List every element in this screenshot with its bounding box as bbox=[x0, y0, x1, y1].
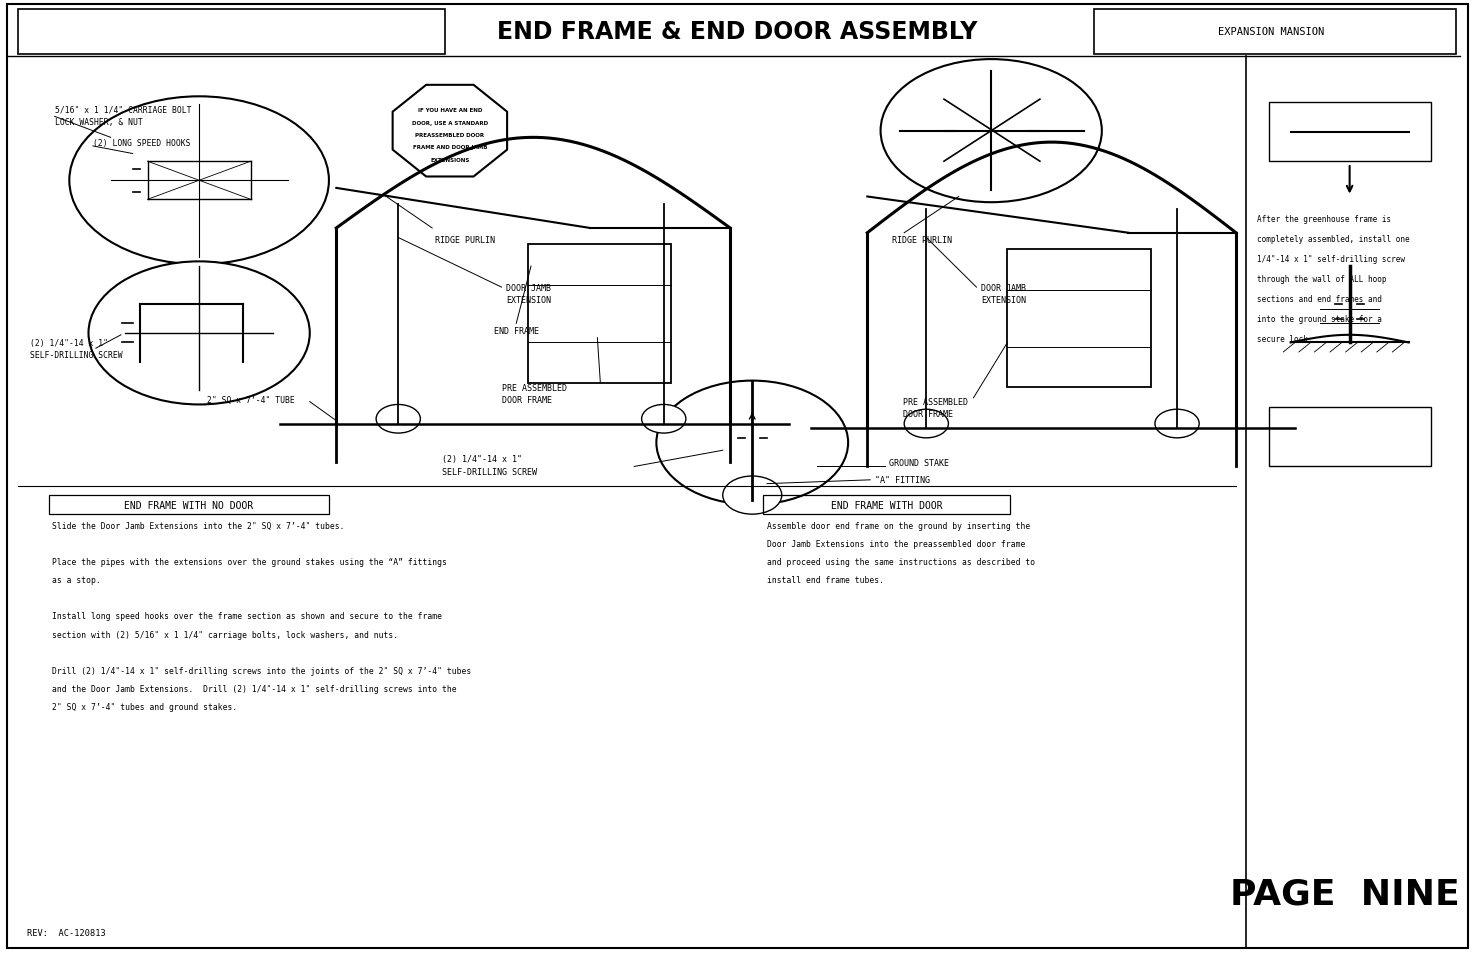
Text: through the wall of ALL hoop: through the wall of ALL hoop bbox=[1257, 274, 1386, 284]
Text: SELF-DRILLING SCREW: SELF-DRILLING SCREW bbox=[30, 351, 122, 360]
Text: END FRAME & END DOOR ASSEMBLY: END FRAME & END DOOR ASSEMBLY bbox=[497, 20, 978, 45]
Text: completely assembled, install one: completely assembled, install one bbox=[1257, 234, 1409, 244]
Text: END FRAME WITH DOOR: END FRAME WITH DOOR bbox=[830, 500, 943, 510]
Text: GROUND STAKE: GROUND STAKE bbox=[889, 458, 950, 468]
Text: PRE ASSEMBLED: PRE ASSEMBLED bbox=[903, 397, 968, 407]
Text: 2" SQ x 7’-4" tubes and ground stakes.: 2" SQ x 7’-4" tubes and ground stakes. bbox=[52, 702, 237, 711]
Text: LOCK WASHER, & NUT: LOCK WASHER, & NUT bbox=[55, 117, 142, 127]
Text: into the ground stake for a: into the ground stake for a bbox=[1257, 314, 1382, 324]
Text: sections and end frames and: sections and end frames and bbox=[1257, 294, 1382, 304]
Text: END FRAME WITH NO DOOR: END FRAME WITH NO DOOR bbox=[124, 500, 254, 510]
Circle shape bbox=[723, 476, 782, 515]
Text: RIDGE PURLIN: RIDGE PURLIN bbox=[435, 235, 496, 245]
Text: DOOR JAMB: DOOR JAMB bbox=[981, 283, 1027, 293]
Text: END FRAME: END FRAME bbox=[494, 326, 540, 335]
FancyBboxPatch shape bbox=[18, 10, 445, 55]
Text: and the Door Jamb Extensions.  Drill (2) 1/4"-14 x 1" self-drilling screws into : and the Door Jamb Extensions. Drill (2) … bbox=[52, 684, 456, 693]
Text: PRE ASSEMBLED: PRE ASSEMBLED bbox=[502, 383, 566, 393]
Text: section with (2) 5/16" x 1 1/4" carriage bolts, lock washers, and nuts.: section with (2) 5/16" x 1 1/4" carriage… bbox=[52, 630, 398, 639]
Text: 5/16" x 1 1/4" CARRIAGE BOLT: 5/16" x 1 1/4" CARRIAGE BOLT bbox=[55, 105, 192, 114]
FancyBboxPatch shape bbox=[1268, 103, 1431, 162]
Text: and proceed using the same instructions as described to: and proceed using the same instructions … bbox=[767, 558, 1035, 566]
Text: EXTENSION: EXTENSION bbox=[981, 295, 1027, 305]
Text: EXPANSION MANSION: EXPANSION MANSION bbox=[1218, 28, 1325, 37]
FancyBboxPatch shape bbox=[7, 5, 1468, 948]
Circle shape bbox=[642, 405, 686, 434]
Polygon shape bbox=[392, 86, 507, 177]
Text: EXTENSION: EXTENSION bbox=[506, 295, 552, 305]
Text: Install long speed hooks over the frame section as shown and secure to the frame: Install long speed hooks over the frame … bbox=[52, 612, 441, 620]
Text: SELF-DRILLING SCREW: SELF-DRILLING SCREW bbox=[442, 467, 537, 476]
Text: Assemble door end frame on the ground by inserting the: Assemble door end frame on the ground by… bbox=[767, 521, 1030, 530]
Text: PREASSEMBLED DOOR: PREASSEMBLED DOOR bbox=[416, 132, 484, 138]
Text: "A" FITTING: "A" FITTING bbox=[875, 476, 929, 485]
Text: DOOR JAMB: DOOR JAMB bbox=[506, 283, 552, 293]
Text: Door Jamb Extensions into the preassembled door frame: Door Jamb Extensions into the preassembl… bbox=[767, 539, 1025, 548]
Text: DOOR, USE A STANDARD: DOOR, USE A STANDARD bbox=[412, 120, 488, 126]
Text: After the greenhouse frame is: After the greenhouse frame is bbox=[1257, 214, 1391, 224]
Circle shape bbox=[656, 381, 848, 505]
Text: (2) 1/4"-14 x 1": (2) 1/4"-14 x 1" bbox=[442, 455, 522, 464]
Text: REV:  AC-120813: REV: AC-120813 bbox=[27, 927, 105, 937]
Text: install end frame tubes.: install end frame tubes. bbox=[767, 576, 884, 584]
Text: FRAME AND DOOR JAMB: FRAME AND DOOR JAMB bbox=[413, 145, 487, 151]
Text: Slide the Door Jamb Extensions into the 2" SQ x 7’-4" tubes.: Slide the Door Jamb Extensions into the … bbox=[52, 521, 344, 530]
Text: RIDGE PURLIN: RIDGE PURLIN bbox=[892, 235, 953, 245]
Text: DOOR FRAME: DOOR FRAME bbox=[502, 395, 552, 405]
FancyBboxPatch shape bbox=[528, 245, 671, 383]
Text: IF YOU HAVE AN END: IF YOU HAVE AN END bbox=[417, 108, 482, 113]
Text: 1/4"-14 x 1" self-drilling screw: 1/4"-14 x 1" self-drilling screw bbox=[1257, 254, 1404, 264]
Text: Place the pipes with the extensions over the ground stakes using the “A” fitting: Place the pipes with the extensions over… bbox=[52, 558, 447, 566]
Circle shape bbox=[904, 410, 948, 438]
Text: Drill (2) 1/4"-14 x 1" self-drilling screws into the joints of the 2" SQ x 7’-4": Drill (2) 1/4"-14 x 1" self-drilling scr… bbox=[52, 666, 471, 675]
Circle shape bbox=[1155, 410, 1199, 438]
Text: secure lock.: secure lock. bbox=[1257, 335, 1313, 344]
Circle shape bbox=[69, 97, 329, 265]
Text: (2) 1/4"-14 x 1": (2) 1/4"-14 x 1" bbox=[30, 338, 108, 348]
FancyBboxPatch shape bbox=[1007, 250, 1150, 388]
FancyBboxPatch shape bbox=[1268, 408, 1431, 467]
FancyBboxPatch shape bbox=[1094, 10, 1456, 55]
Text: as a stop.: as a stop. bbox=[52, 576, 100, 584]
Text: DOOR FRAME: DOOR FRAME bbox=[903, 410, 953, 419]
Text: PAGE  NINE: PAGE NINE bbox=[1230, 877, 1460, 911]
Circle shape bbox=[376, 405, 420, 434]
Text: EXTENSIONS: EXTENSIONS bbox=[431, 157, 469, 163]
Text: 2" SQ x 7’-4" TUBE: 2" SQ x 7’-4" TUBE bbox=[207, 395, 294, 405]
Circle shape bbox=[881, 60, 1102, 203]
Text: (2) LONG SPEED HOOKS: (2) LONG SPEED HOOKS bbox=[93, 138, 190, 148]
Circle shape bbox=[88, 262, 310, 405]
